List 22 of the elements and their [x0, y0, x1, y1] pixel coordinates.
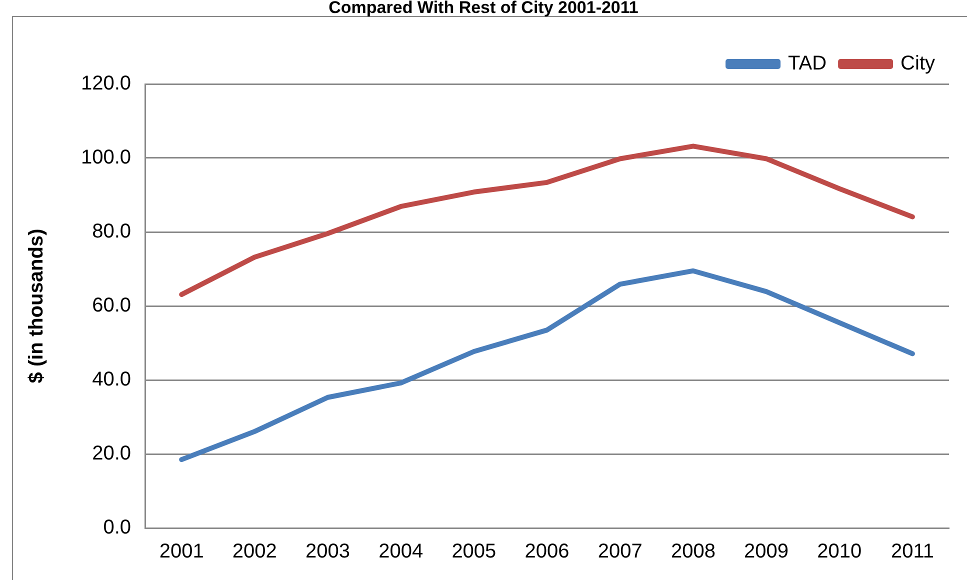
x-tick-label: 2002	[232, 540, 277, 563]
y-tick-label: 100.0	[80, 146, 132, 169]
x-tick-label: 2004	[378, 540, 424, 563]
y-tick-label: 60.0	[92, 294, 132, 317]
chart-title: Compared With Rest of City 2001-2011	[328, 0, 640, 17]
y-tick-label: 20.0	[92, 442, 132, 465]
y-tick-label: 0.0	[103, 516, 132, 539]
x-tick-label: 2003	[306, 540, 350, 563]
x-tick-label: 2009	[744, 540, 789, 563]
legend-label: TAD	[788, 52, 827, 75]
y-tick-label: 40.0	[92, 368, 132, 391]
x-tick-label: 2001	[159, 540, 204, 563]
x-tick-label: 2007	[598, 540, 642, 563]
x-tick-label: 2010	[817, 540, 862, 563]
x-tick-label: 2011	[890, 540, 934, 563]
legend-label: City	[900, 52, 936, 75]
x-tick-label: 2008	[670, 540, 716, 563]
y-tick-label: 80.0	[92, 220, 132, 243]
y-axis-title: $ (in thousands)	[26, 228, 48, 384]
y-tick-label: 120.0	[80, 72, 132, 95]
x-tick-label: 2005	[452, 540, 496, 563]
x-tick-label: 2006	[524, 540, 570, 563]
